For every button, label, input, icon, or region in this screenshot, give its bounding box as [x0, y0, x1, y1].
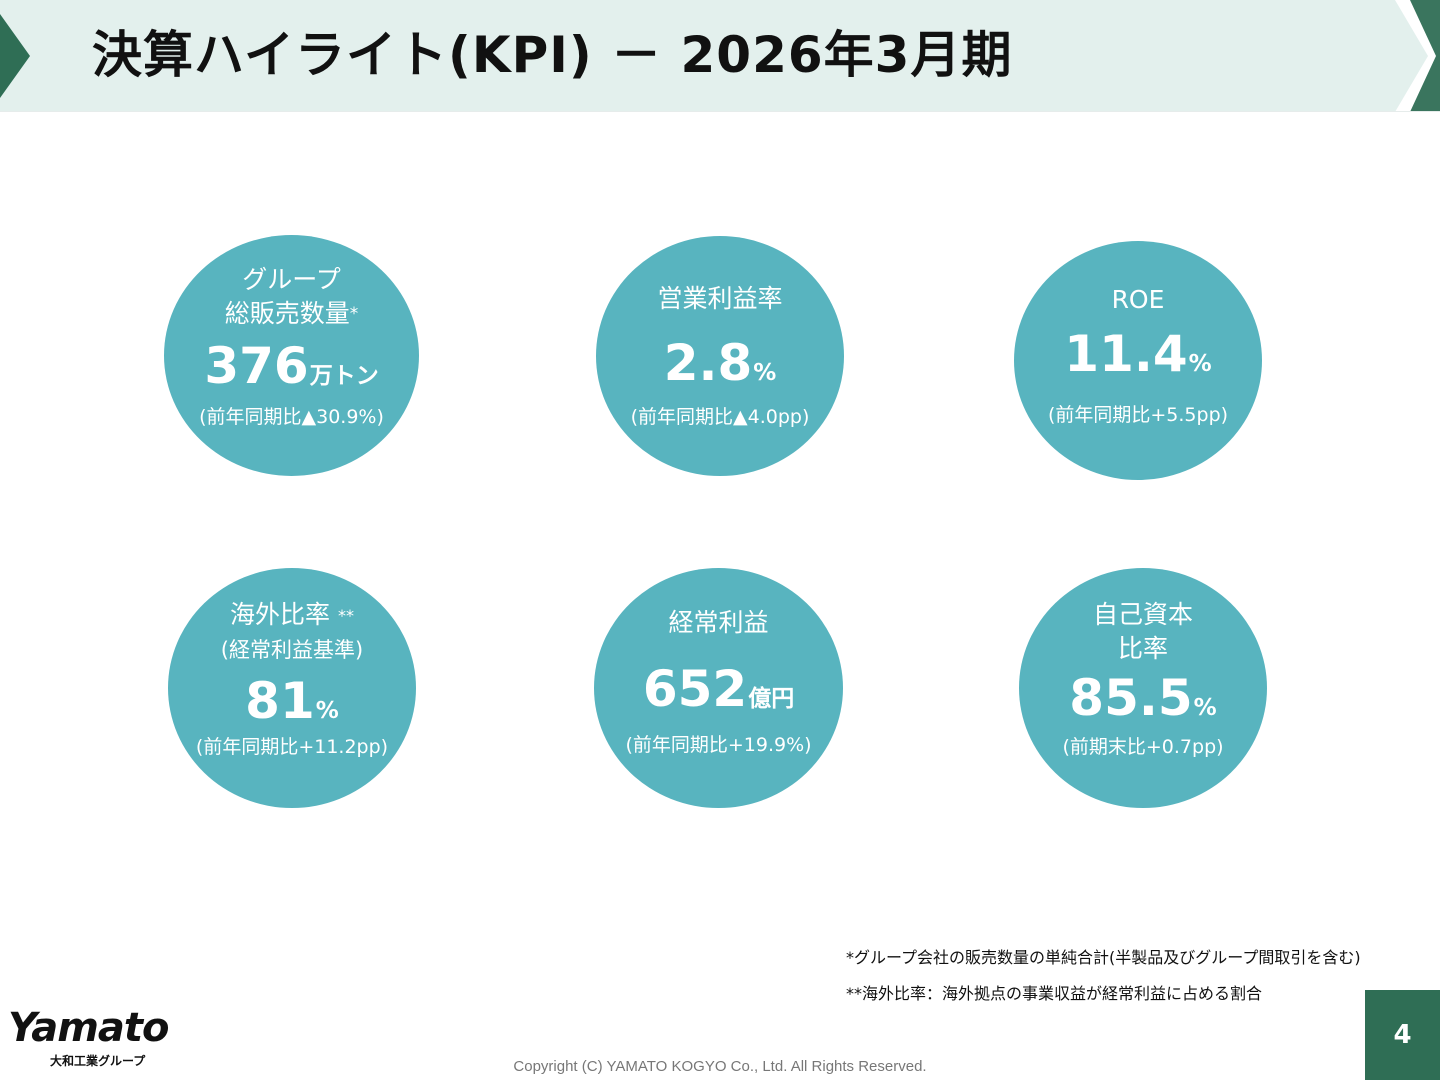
kpi-label-line2: 総販売数量* — [164, 297, 419, 331]
logo-subtitle: 大和工業グループ — [50, 1054, 146, 1068]
kpi-value: 11.4% — [1014, 325, 1262, 383]
footnote-mark: ** — [337, 606, 354, 625]
page-title: 決算ハイライト(KPI) － 2026年3月期 — [92, 26, 1013, 84]
logo-wordmark: Yamato — [8, 1005, 169, 1051]
kpi-operating-margin: 営業利益率 2.8% (前年同期比▲4.0pp) — [596, 236, 844, 476]
kpi-value: 81% — [168, 672, 416, 730]
kpi-value: 652億円 — [594, 660, 843, 718]
header-background — [0, 0, 1440, 112]
kpi-comparison: (前年同期比▲30.9%) — [199, 406, 384, 428]
kpi-value-unit: 万トン — [309, 363, 379, 389]
header-banner: 決算ハイライト(KPI) － 2026年3月期 — [0, 0, 1440, 112]
kpi-value: 2.8% — [596, 334, 844, 392]
kpi-value-number: 81 — [245, 672, 315, 730]
kpi-label-line1: 経常利益 — [668, 608, 769, 637]
footnote-mark: * — [349, 304, 359, 324]
kpi-overseas-ratio: 海外比率 ** (経常利益基準) 81% (前年同期比+11.2pp) — [168, 568, 416, 808]
copyright-notice: Copyright (C) YAMATO KOGYO Co., Ltd. All… — [513, 1058, 927, 1075]
kpi-label-text: 海外比率 — [230, 600, 331, 629]
kpi-value-number: 652 — [642, 660, 748, 718]
kpi-value: 376万トン — [164, 337, 419, 395]
kpi-value-unit: % — [753, 360, 777, 386]
kpi-label-line1: グループ — [242, 265, 341, 294]
kpi-roe: ROE 11.4% (前年同期比+5.5pp) — [1014, 241, 1262, 480]
kpi-label-line2: (経常利益基準) — [220, 638, 364, 662]
kpi-comparison: (前期末比+0.7pp) — [1062, 736, 1224, 758]
kpi-value-unit: 億円 — [748, 686, 795, 712]
kpi-label-line1: 自己資本 — [1092, 600, 1193, 629]
page-number-badge: 4 — [1365, 990, 1440, 1080]
kpi-value-unit: % — [1193, 695, 1217, 721]
kpi-label-line1: ROE — [1111, 285, 1165, 314]
kpi-equity-ratio: 自己資本 比率 85.5% (前期末比+0.7pp) — [1019, 568, 1267, 808]
footnote-sales-volume: *グループ会社の販売数量の単純合計(半製品及びグループ間取引を含む) — [846, 948, 1361, 967]
kpi-label-text: 総販売数量 — [224, 299, 350, 328]
kpi-label-line2: 比率 — [1117, 634, 1168, 663]
kpi-comparison: (前年同期比+11.2pp) — [195, 736, 389, 758]
kpi-value-number: 376 — [204, 337, 309, 395]
kpi-label-line1: 営業利益率 — [657, 284, 783, 313]
kpi-value: 85.5% — [1019, 669, 1267, 727]
kpi-comparison: (前年同期比▲4.0pp) — [630, 406, 810, 428]
kpi-value-number: 85.5 — [1069, 669, 1193, 727]
kpi-value-unit: % — [315, 698, 339, 724]
kpi-group-sales-volume: グループ 総販売数量* 376万トン (前年同期比▲30.9%) — [164, 235, 419, 476]
kpi-label-line1-row: 海外比率 ** — [168, 598, 416, 633]
kpi-ordinary-profit: 経常利益 652億円 (前年同期比+19.9%) — [594, 568, 843, 808]
footnote-overseas-ratio: **海外比率：海外拠点の事業収益が経常利益に占める割合 — [846, 984, 1263, 1003]
company-logo: Yamato 大和工業グループ — [8, 1006, 213, 1076]
kpi-value-number: 2.8 — [663, 334, 753, 392]
kpi-comparison: (前年同期比+5.5pp) — [1047, 404, 1229, 426]
kpi-value-unit: % — [1188, 351, 1212, 377]
kpi-comparison: (前年同期比+19.9%) — [625, 734, 812, 756]
kpi-value-number: 11.4 — [1064, 325, 1188, 383]
